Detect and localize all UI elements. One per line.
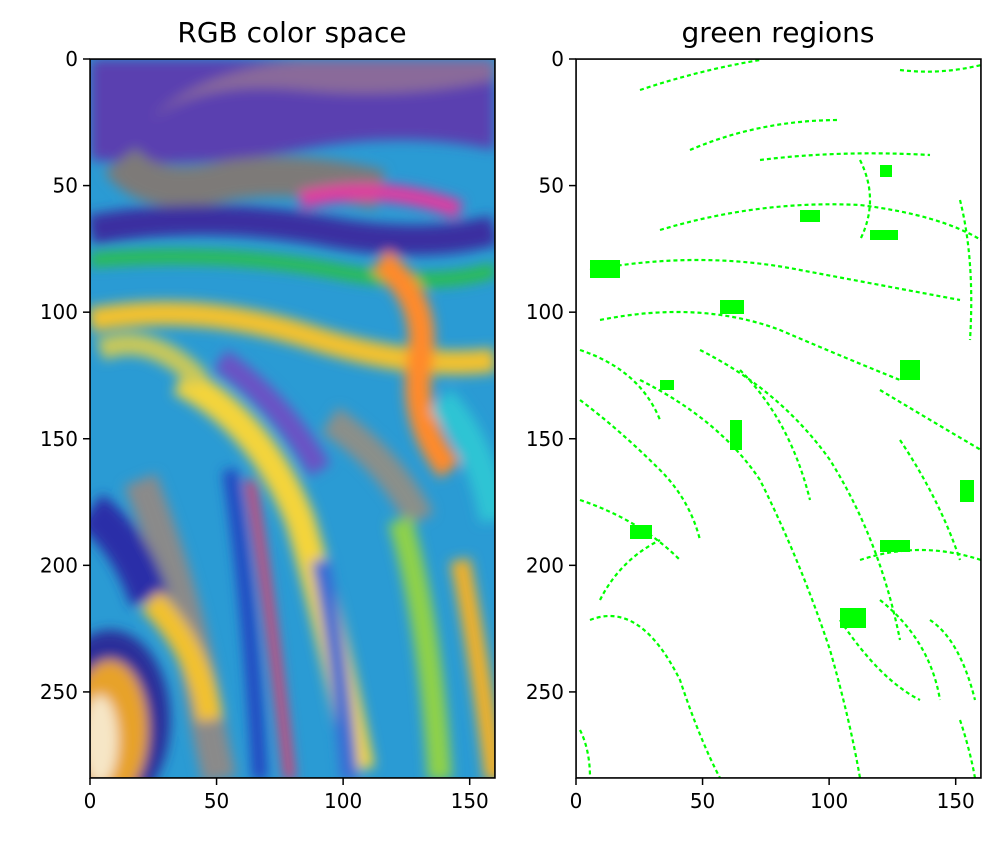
green-x-tick-label: 150 xyxy=(937,789,975,813)
green-y-tick-label: 250 xyxy=(526,680,564,704)
green-y-tick-label: 100 xyxy=(526,300,564,324)
rgb-panel: RGB color space xyxy=(40,16,496,813)
green-axes: 0 50 100 150 0 50 100 150 200 250 xyxy=(526,47,982,813)
green-y-tick-label: 150 xyxy=(526,427,564,451)
rgb-y-tick-label: 200 xyxy=(40,553,78,577)
rgb-y-tick-label: 150 xyxy=(40,427,78,451)
green-axes-frame xyxy=(575,58,982,779)
rgb-panel-title: RGB color space xyxy=(177,16,406,49)
green-panel: green regions xyxy=(526,16,982,813)
rgb-x-tick-label: 100 xyxy=(324,789,362,813)
rgb-x-tick-label: 0 xyxy=(84,789,97,813)
green-y-tick-label: 0 xyxy=(551,47,564,71)
rgb-y-tick-label: 0 xyxy=(65,47,78,71)
green-mask-image xyxy=(576,59,981,778)
green-x-tick-label: 50 xyxy=(690,789,715,813)
rgb-x-tick-label: 50 xyxy=(204,789,229,813)
rgb-x-tick-label: 150 xyxy=(451,789,489,813)
rgb-axes: 0 50 100 150 0 50 100 150 200 250 xyxy=(40,47,496,813)
green-y-tick-label: 200 xyxy=(526,553,564,577)
rgb-axes-frame xyxy=(89,58,496,779)
green-y-tick-label: 50 xyxy=(539,174,564,198)
rgb-y-tick-label: 250 xyxy=(40,680,78,704)
rgb-y-tick-label: 50 xyxy=(53,174,78,198)
green-panel-title: green regions xyxy=(682,16,875,49)
rgb-image xyxy=(90,59,495,778)
green-x-tick-label: 100 xyxy=(810,789,848,813)
rgb-y-tick-label: 100 xyxy=(40,300,78,324)
green-x-tick-label: 0 xyxy=(570,789,583,813)
